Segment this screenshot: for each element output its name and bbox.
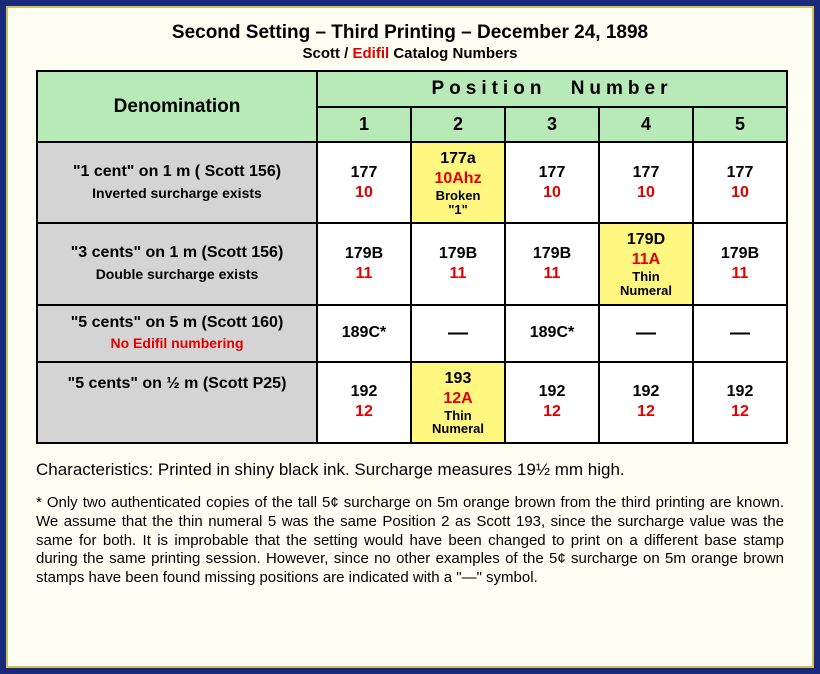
edifil-number: 12A bbox=[416, 389, 500, 409]
header-pos-1: 1 bbox=[317, 107, 411, 142]
catalog-cell: 19312AThinNumeral bbox=[411, 362, 505, 443]
cell-note: Broken bbox=[416, 189, 500, 203]
scott-number: — bbox=[604, 321, 688, 346]
title-line-1: Second Setting – Third Printing – Decemb… bbox=[36, 22, 784, 44]
denom-main: "1 cent" on 1 m ( Scott 156) bbox=[73, 163, 281, 180]
scott-number: 192 bbox=[510, 382, 594, 402]
page-frame: Second Setting – Third Printing – Decemb… bbox=[6, 6, 814, 668]
catalog-cell: 179B11 bbox=[505, 223, 599, 304]
catalog-table: Denomination Position Number 1 2 3 4 5 "… bbox=[36, 70, 788, 444]
header-pos-2: 2 bbox=[411, 107, 505, 142]
footnote-text: * Only two authenticated copies of the t… bbox=[36, 494, 784, 588]
catalog-cell: 177a10AhzBroken"1" bbox=[411, 142, 505, 223]
denom-main: "3 cents" on 1 m (Scott 156) bbox=[71, 244, 284, 261]
table-row: "5 cents" on 5 m (Scott 160) No Edifil n… bbox=[37, 305, 787, 362]
edifil-number: 11 bbox=[698, 264, 782, 284]
denom-main: "5 cents" on ½ m (Scott P25) bbox=[68, 375, 287, 392]
edifil-number: 11 bbox=[416, 264, 500, 284]
catalog-cell: 179B11 bbox=[693, 223, 787, 304]
scott-number: 179B bbox=[698, 244, 782, 264]
table-row: "1 cent" on 1 m ( Scott 156) Inverted su… bbox=[37, 142, 787, 223]
edifil-number: 10Ahz bbox=[416, 169, 500, 189]
catalog-cell: 179B11 bbox=[317, 223, 411, 304]
denom-sub: Inverted surcharge exists bbox=[92, 185, 262, 201]
characteristics-text: Characteristics: Printed in shiny black … bbox=[36, 460, 784, 480]
scott-number: 189C* bbox=[510, 323, 594, 343]
catalog-cell: 17710 bbox=[693, 142, 787, 223]
header-pos-3: 3 bbox=[505, 107, 599, 142]
cell-note: Numeral bbox=[604, 284, 688, 298]
edifil-number: 10 bbox=[698, 183, 782, 203]
denom-sub: No Edifil numbering bbox=[111, 335, 244, 351]
cell-note: "1" bbox=[416, 203, 500, 217]
catalog-cell: 19212 bbox=[505, 362, 599, 443]
scott-number: 179B bbox=[322, 244, 406, 264]
header-row-1: Denomination Position Number bbox=[37, 71, 787, 107]
title-catalog: Catalog Numbers bbox=[389, 45, 517, 62]
catalog-cell: — bbox=[411, 305, 505, 362]
catalog-cell: 19212 bbox=[693, 362, 787, 443]
denom-cell: "3 cents" on 1 m (Scott 156) Double surc… bbox=[37, 223, 317, 304]
edifil-number: 12 bbox=[322, 402, 406, 422]
edifil-number: 12 bbox=[510, 402, 594, 422]
cell-note: Thin bbox=[604, 270, 688, 284]
scott-number: 177 bbox=[510, 163, 594, 183]
catalog-cell: 189C* bbox=[505, 305, 599, 362]
edifil-number: 12 bbox=[604, 402, 688, 422]
scott-number: 193 bbox=[416, 369, 500, 389]
catalog-cell: — bbox=[693, 305, 787, 362]
scott-number: 192 bbox=[698, 382, 782, 402]
scott-number: 179B bbox=[416, 244, 500, 264]
cell-note: Thin bbox=[416, 409, 500, 423]
edifil-number: 11 bbox=[322, 264, 406, 284]
edifil-number: 10 bbox=[604, 183, 688, 203]
edifil-number: 10 bbox=[322, 183, 406, 203]
catalog-cell: 179B11 bbox=[411, 223, 505, 304]
edifil-number: 11 bbox=[510, 264, 594, 284]
scott-number: 189C* bbox=[322, 323, 406, 343]
catalog-cell: 19212 bbox=[599, 362, 693, 443]
header-pos-5: 5 bbox=[693, 107, 787, 142]
scott-number: — bbox=[416, 321, 500, 346]
title-edifil: Edifil bbox=[352, 45, 389, 62]
scott-number: 177a bbox=[416, 149, 500, 169]
scott-number: 179D bbox=[604, 230, 688, 250]
denom-cell: "1 cent" on 1 m ( Scott 156) Inverted su… bbox=[37, 142, 317, 223]
scott-number: 192 bbox=[322, 382, 406, 402]
title-line-2: Scott / Edifil Catalog Numbers bbox=[36, 45, 784, 62]
catalog-cell: 17710 bbox=[599, 142, 693, 223]
catalog-cell: 189C* bbox=[317, 305, 411, 362]
header-pos-4: 4 bbox=[599, 107, 693, 142]
edifil-number: 11A bbox=[604, 250, 688, 270]
scott-number: 177 bbox=[698, 163, 782, 183]
edifil-number: 12 bbox=[698, 402, 782, 422]
header-denomination: Denomination bbox=[37, 71, 317, 142]
catalog-cell: 17710 bbox=[317, 142, 411, 223]
denom-cell: "5 cents" on ½ m (Scott P25) bbox=[37, 362, 317, 443]
table-row: "3 cents" on 1 m (Scott 156) Double surc… bbox=[37, 223, 787, 304]
catalog-cell: 19212 bbox=[317, 362, 411, 443]
denom-cell: "5 cents" on 5 m (Scott 160) No Edifil n… bbox=[37, 305, 317, 362]
scott-number: 177 bbox=[604, 163, 688, 183]
catalog-cell: 17710 bbox=[505, 142, 599, 223]
title-scott: Scott / bbox=[302, 45, 352, 62]
denom-main: "5 cents" on 5 m (Scott 160) bbox=[71, 314, 284, 331]
scott-number: 179B bbox=[510, 244, 594, 264]
cell-note: Numeral bbox=[416, 422, 500, 436]
edifil-number: 10 bbox=[510, 183, 594, 203]
scott-number: 177 bbox=[322, 163, 406, 183]
scott-number: — bbox=[698, 321, 782, 346]
catalog-cell: 179D11AThinNumeral bbox=[599, 223, 693, 304]
header-position-number: Position Number bbox=[317, 71, 787, 107]
catalog-cell: — bbox=[599, 305, 693, 362]
outer-border: Second Setting – Third Printing – Decemb… bbox=[0, 0, 820, 674]
denom-sub: Double surcharge exists bbox=[96, 266, 259, 282]
scott-number: 192 bbox=[604, 382, 688, 402]
table-row: "5 cents" on ½ m (Scott P25) 19212 19312… bbox=[37, 362, 787, 443]
